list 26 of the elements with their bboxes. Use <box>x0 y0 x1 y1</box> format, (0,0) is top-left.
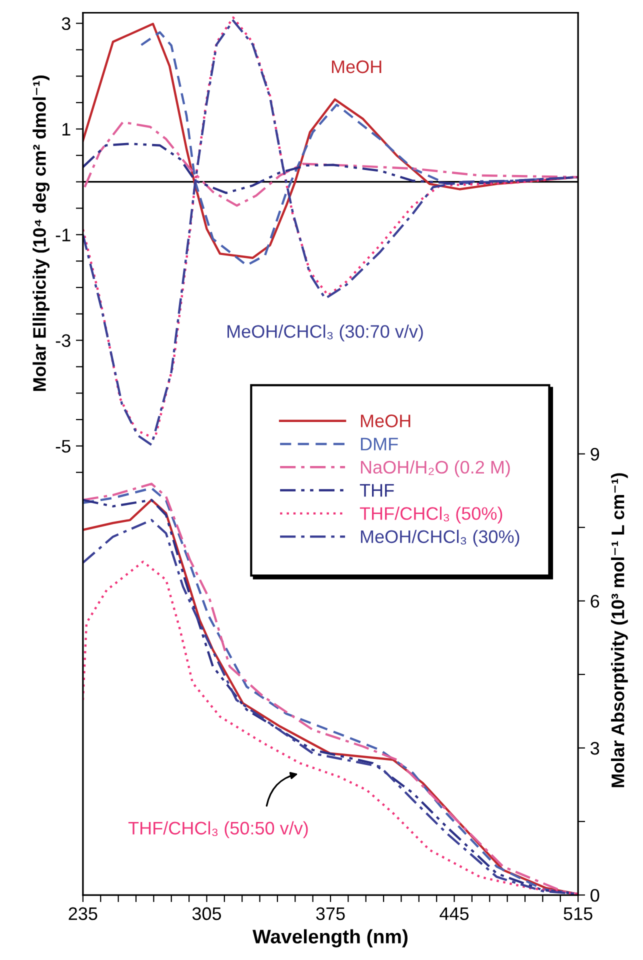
y-tick-label: 3 <box>62 17 70 30</box>
y2-tick-label: 3 <box>590 742 600 755</box>
annotation: MeOH/CHCl₃ (30:70 v/v) <box>228 324 423 342</box>
x-tick-label: 375 <box>316 907 345 920</box>
legend-label: MeOH <box>360 414 410 428</box>
x-tick-label: 445 <box>440 907 469 920</box>
x-tick-label: 305 <box>192 907 222 920</box>
annotation: THF/CHCl₃ (50:50 v/v) <box>128 821 308 838</box>
legend-label: THF/CHCl₃ (50%) <box>360 506 502 524</box>
x-tick-label: 235 <box>68 907 98 920</box>
legend-label: NaOH/H₂O (0.2 M) <box>360 460 510 478</box>
y-tick-label: 1 <box>62 123 70 136</box>
y2-tick-label: 9 <box>590 448 600 461</box>
annotation: MeOH <box>332 60 382 74</box>
y-tick-label: -5 <box>56 440 70 453</box>
y-tick-label: -3 <box>56 334 70 348</box>
x-axis-title: Wavelength (nm) <box>252 929 408 948</box>
y-axis-title: Molar Ellipticity (10⁴ deg cm² dmol⁻¹) <box>32 76 50 391</box>
legend-label: DMF <box>360 438 398 450</box>
y2-tick-label: 6 <box>590 594 600 608</box>
y2-tick-label: 0 <box>590 888 600 902</box>
x-tick-label: 515 <box>564 907 592 920</box>
y2-axis-title: Molar Absorptivity (10³ mol⁻¹ L cm⁻¹) <box>611 473 628 788</box>
legend-label: THF <box>360 484 394 497</box>
legend-label: MeOH/CHCl₃ (30%) <box>360 530 520 547</box>
y-tick-label: -1 <box>56 228 70 242</box>
